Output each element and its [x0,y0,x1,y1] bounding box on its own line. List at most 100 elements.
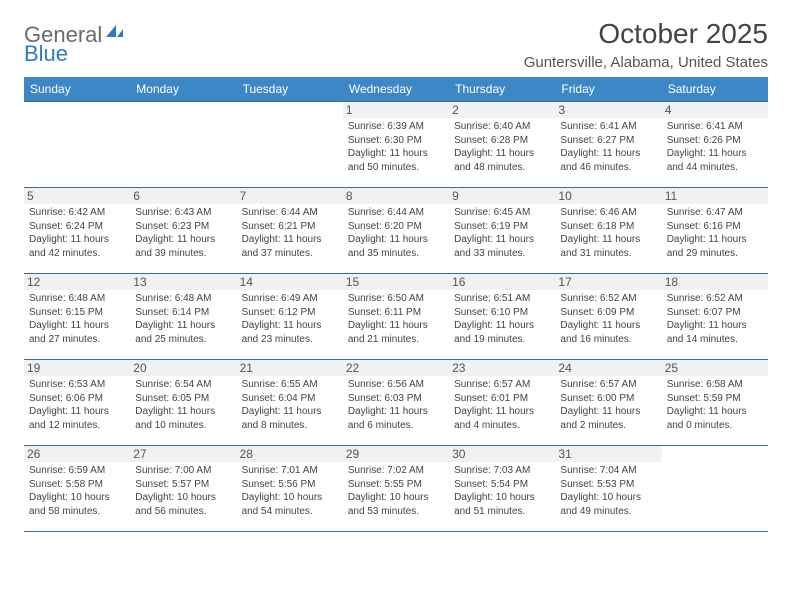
calendar-cell: 5Sunrise: 6:42 AMSunset: 6:24 PMDaylight… [24,188,130,274]
calendar-cell: 23 Sunrise: 6:57 AMSunset: 6:01 PMDayligh… [449,360,555,446]
calendar-cell: 19 Sunrise: 6:53 AMSunset: 6:06 PMDayligh… [24,360,130,446]
calendar-table: SundayMondayTuesdayWednesdayThursdayFrid… [24,77,768,532]
calendar-cell: 20 Sunrise: 6:54 AMSunset: 6:05 PMDayligh… [130,360,236,446]
day-number: 11 [662,188,768,204]
month-title: October 2025 [524,18,768,50]
day-number: 7 [237,188,343,204]
day-number: 28 [237,446,343,462]
calendar-cell: 18Sunrise: 6:52 AMSunset: 6:07 PMDayligh… [662,274,768,360]
calendar-cell: 2 Sunrise: 6:40 AMSunset: 6:28 PMDaylight… [449,102,555,188]
day-number: 4 [662,102,768,118]
day-info: Sunrise: 6:54 AMSunset: 6:05 PMDaylight:… [135,378,231,432]
calendar-cell: 3 Sunrise: 6:41 AMSunset: 6:27 PMDaylight… [555,102,661,188]
title-block: October 2025 Guntersville, Alabama, Unit… [524,18,768,71]
calendar-cell: 22 Sunrise: 6:56 AMSunset: 6:03 PMDayligh… [343,360,449,446]
calendar-row: ......1Sunrise: 6:39 AMSunset: 6:30 PMDa… [24,102,768,188]
day-info: Sunrise: 6:51 AMSunset: 6:10 PMDaylight:… [454,292,550,346]
day-number: 1 [343,102,449,118]
day-info: Sunrise: 6:59 AMSunset: 5:58 PMDaylight:… [29,464,125,518]
calendar-cell: 10Sunrise: 6:46 AMSunset: 6:18 PMDayligh… [555,188,661,274]
calendar-cell: 6Sunrise: 6:43 AMSunset: 6:23 PMDaylight… [130,188,236,274]
calendar-cell: .. [130,102,236,188]
day-number: 3 [555,102,661,118]
day-info: Sunrise: 6:57 AMSunset: 6:01 PMDaylight:… [454,378,550,432]
day-number: 5 [24,188,130,204]
day-info: Sunrise: 6:43 AMSunset: 6:23 PMDaylight:… [135,206,231,260]
day-number: 2 [449,102,555,118]
calendar-cell: 30 Sunrise: 7:03 AMSunset: 5:54 PMDayligh… [449,446,555,532]
day-info: Sunrise: 6:41 AMSunset: 6:26 PMDaylight:… [667,120,763,174]
header: General Blue October 2025 Guntersville, … [24,18,768,71]
day-header: Thursday [449,77,555,102]
calendar-row: 26 Sunrise: 6:59 AMSunset: 5:58 PMDayligh… [24,446,768,532]
day-number: 26 [24,446,130,462]
logo-sail-icon [105,24,125,38]
calendar-cell: 24 Sunrise: 6:57 AMSunset: 6:00 PMDayligh… [555,360,661,446]
calendar-cell: 4 Sunrise: 6:41 AMSunset: 6:26 PMDaylight… [662,102,768,188]
day-header: Monday [130,77,236,102]
calendar-cell: 9Sunrise: 6:45 AMSunset: 6:19 PMDaylight… [449,188,555,274]
calendar-cell: 1 Sunrise: 6:39 AMSunset: 6:30 PMDaylight… [343,102,449,188]
day-info: Sunrise: 7:02 AMSunset: 5:55 PMDaylight:… [348,464,444,518]
day-number: 14 [237,274,343,290]
day-info: Sunrise: 7:03 AMSunset: 5:54 PMDaylight:… [454,464,550,518]
day-info: Sunrise: 6:41 AMSunset: 6:27 PMDaylight:… [560,120,656,174]
calendar-cell: 16 Sunrise: 6:51 AMSunset: 6:10 PMDayligh… [449,274,555,360]
day-number: 30 [449,446,555,462]
day-info: Sunrise: 6:50 AMSunset: 6:11 PMDaylight:… [348,292,444,346]
calendar-cell: 14 Sunrise: 6:49 AMSunset: 6:12 PMDayligh… [237,274,343,360]
day-info: Sunrise: 6:57 AMSunset: 6:00 PMDaylight:… [560,378,656,432]
day-info: Sunrise: 6:47 AMSunset: 6:16 PMDaylight:… [667,206,763,260]
day-info: Sunrise: 6:40 AMSunset: 6:28 PMDaylight:… [454,120,550,174]
calendar-cell: 8Sunrise: 6:44 AMSunset: 6:20 PMDaylight… [343,188,449,274]
day-number: 22 [343,360,449,376]
day-number: 13 [130,274,236,290]
calendar-cell: 7 Sunrise: 6:44 AMSunset: 6:21 PMDaylight… [237,188,343,274]
day-info: Sunrise: 6:49 AMSunset: 6:12 PMDaylight:… [242,292,338,346]
day-number: 29 [343,446,449,462]
day-number: 16 [449,274,555,290]
day-number: 8 [343,188,449,204]
day-info: Sunrise: 6:45 AMSunset: 6:19 PMDaylight:… [454,206,550,260]
day-info: Sunrise: 6:56 AMSunset: 6:03 PMDaylight:… [348,378,444,432]
day-number: 27 [130,446,236,462]
day-header-row: SundayMondayTuesdayWednesdayThursdayFrid… [24,77,768,102]
calendar-row: 19 Sunrise: 6:53 AMSunset: 6:06 PMDayligh… [24,360,768,446]
calendar-cell: 31Sunrise: 7:04 AMSunset: 5:53 PMDayligh… [555,446,661,532]
day-header: Friday [555,77,661,102]
day-number: 12 [24,274,130,290]
day-number: 19 [24,360,130,376]
day-info: Sunrise: 6:53 AMSunset: 6:06 PMDaylight:… [29,378,125,432]
calendar-body: ......1Sunrise: 6:39 AMSunset: 6:30 PMDa… [24,102,768,532]
calendar-cell: 13Sunrise: 6:48 AMSunset: 6:14 PMDayligh… [130,274,236,360]
day-number: 25 [662,360,768,376]
day-number: 20 [130,360,236,376]
day-number: 17 [555,274,661,290]
calendar-cell: .. [237,102,343,188]
calendar-cell: 26 Sunrise: 6:59 AMSunset: 5:58 PMDayligh… [24,446,130,532]
day-info: Sunrise: 6:44 AMSunset: 6:21 PMDaylight:… [242,206,338,260]
calendar-cell: 12 Sunrise: 6:48 AMSunset: 6:15 PMDayligh… [24,274,130,360]
calendar-cell: 27 Sunrise: 7:00 AMSunset: 5:57 PMDayligh… [130,446,236,532]
day-number: 10 [555,188,661,204]
day-header: Tuesday [237,77,343,102]
day-info: Sunrise: 7:04 AMSunset: 5:53 PMDaylight:… [560,464,656,518]
calendar-row: 12 Sunrise: 6:48 AMSunset: 6:15 PMDayligh… [24,274,768,360]
calendar-cell: 25Sunrise: 6:58 AMSunset: 5:59 PMDayligh… [662,360,768,446]
calendar-cell: 28 Sunrise: 7:01 AMSunset: 5:56 PMDayligh… [237,446,343,532]
day-number: 23 [449,360,555,376]
logo: General Blue [24,18,125,65]
day-info: Sunrise: 7:01 AMSunset: 5:56 PMDaylight:… [242,464,338,518]
day-number: 21 [237,360,343,376]
day-header: Sunday [24,77,130,102]
day-info: Sunrise: 6:52 AMSunset: 6:07 PMDaylight:… [667,292,763,346]
day-number: 24 [555,360,661,376]
day-info: Sunrise: 6:39 AMSunset: 6:30 PMDaylight:… [348,120,444,174]
location: Guntersville, Alabama, United States [524,54,768,71]
day-header: Saturday [662,77,768,102]
day-info: Sunrise: 6:48 AMSunset: 6:15 PMDaylight:… [29,292,125,346]
day-info: Sunrise: 7:00 AMSunset: 5:57 PMDaylight:… [135,464,231,518]
calendar-cell: 11 Sunrise: 6:47 AMSunset: 6:16 PMDayligh… [662,188,768,274]
calendar-cell: 15Sunrise: 6:50 AMSunset: 6:11 PMDayligh… [343,274,449,360]
day-info: Sunrise: 6:55 AMSunset: 6:04 PMDaylight:… [242,378,338,432]
